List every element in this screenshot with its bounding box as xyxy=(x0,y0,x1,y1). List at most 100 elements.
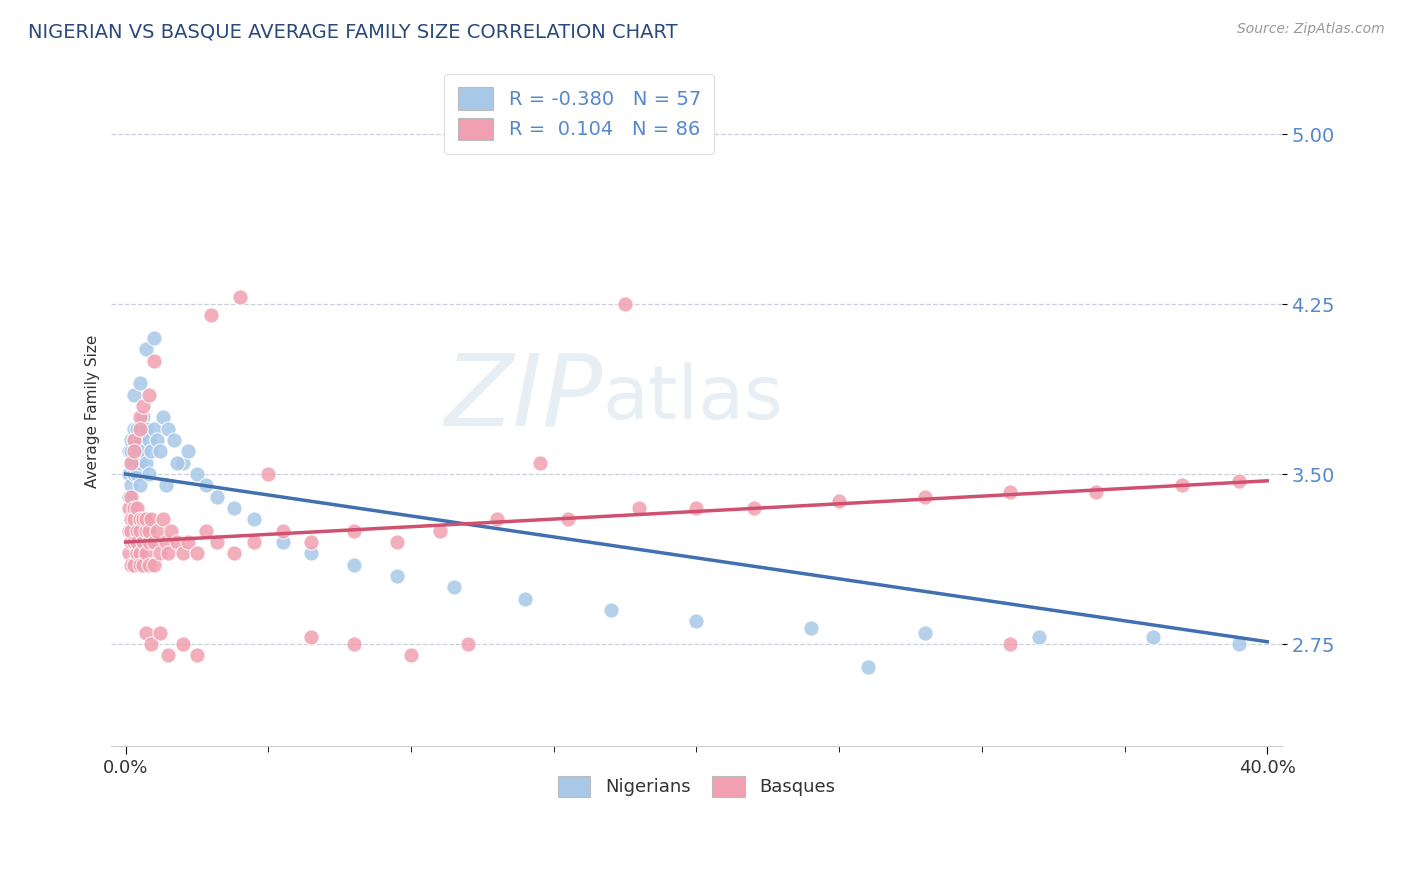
Point xyxy=(146,524,169,538)
Point xyxy=(129,524,152,538)
Point xyxy=(120,456,142,470)
Point xyxy=(129,558,152,572)
Point xyxy=(129,410,152,425)
Point xyxy=(385,569,408,583)
Point xyxy=(194,524,217,538)
Point xyxy=(120,535,142,549)
Point xyxy=(122,433,145,447)
Point xyxy=(135,422,157,436)
Point xyxy=(163,433,186,447)
Point xyxy=(224,501,246,516)
Point xyxy=(129,422,152,436)
Point xyxy=(129,546,152,560)
Point xyxy=(127,535,149,549)
Point xyxy=(828,494,851,508)
Point xyxy=(1000,485,1022,500)
Point xyxy=(127,422,149,436)
Point xyxy=(122,535,145,549)
Point xyxy=(177,535,200,549)
Point xyxy=(243,512,266,526)
Point xyxy=(1142,630,1164,644)
Legend: Nigerians, Basques: Nigerians, Basques xyxy=(551,769,842,804)
Text: NIGERIAN VS BASQUE AVERAGE FAMILY SIZE CORRELATION CHART: NIGERIAN VS BASQUE AVERAGE FAMILY SIZE C… xyxy=(28,22,678,41)
Point xyxy=(127,524,149,538)
Point xyxy=(457,637,479,651)
Point xyxy=(557,512,579,526)
Point xyxy=(129,433,152,447)
Point xyxy=(299,535,322,549)
Point xyxy=(1227,637,1250,651)
Point xyxy=(157,648,180,663)
Point xyxy=(132,410,155,425)
Point xyxy=(385,535,408,549)
Point xyxy=(129,456,152,470)
Point xyxy=(800,621,823,635)
Point xyxy=(132,512,155,526)
Point xyxy=(257,467,280,481)
Point xyxy=(138,388,160,402)
Point xyxy=(343,524,366,538)
Point xyxy=(149,546,172,560)
Point xyxy=(141,637,163,651)
Point xyxy=(120,478,142,492)
Point xyxy=(117,467,139,481)
Point xyxy=(152,512,174,526)
Point xyxy=(1000,637,1022,651)
Point xyxy=(166,456,188,470)
Point xyxy=(149,625,172,640)
Point xyxy=(138,558,160,572)
Point xyxy=(172,637,194,651)
Point xyxy=(132,558,155,572)
Point xyxy=(129,478,152,492)
Point xyxy=(146,433,169,447)
Point xyxy=(685,501,707,516)
Point xyxy=(135,512,157,526)
Point xyxy=(132,444,155,458)
Point xyxy=(138,524,160,538)
Point xyxy=(135,625,157,640)
Point xyxy=(1028,630,1050,644)
Point xyxy=(271,535,294,549)
Point xyxy=(1227,474,1250,488)
Point xyxy=(127,467,149,481)
Point xyxy=(160,524,183,538)
Point xyxy=(141,444,163,458)
Point xyxy=(117,546,139,560)
Point xyxy=(299,630,322,644)
Point xyxy=(127,546,149,560)
Point xyxy=(299,546,322,560)
Point xyxy=(186,467,208,481)
Point xyxy=(122,558,145,572)
Point xyxy=(122,433,145,447)
Point xyxy=(599,603,621,617)
Text: atlas: atlas xyxy=(603,362,785,434)
Point xyxy=(224,546,246,560)
Point xyxy=(143,353,166,368)
Point xyxy=(138,535,160,549)
Point xyxy=(1170,478,1192,492)
Point xyxy=(243,535,266,549)
Point xyxy=(120,512,142,526)
Point xyxy=(429,524,451,538)
Point xyxy=(485,512,508,526)
Point xyxy=(155,535,177,549)
Point xyxy=(343,637,366,651)
Point xyxy=(399,648,422,663)
Point xyxy=(205,535,228,549)
Point xyxy=(138,433,160,447)
Point xyxy=(157,546,180,560)
Point xyxy=(122,444,145,458)
Point xyxy=(122,512,145,526)
Text: Source: ZipAtlas.com: Source: ZipAtlas.com xyxy=(1237,22,1385,37)
Point xyxy=(515,591,537,606)
Point xyxy=(127,501,149,516)
Y-axis label: Average Family Size: Average Family Size xyxy=(86,335,100,489)
Point xyxy=(138,467,160,481)
Point xyxy=(194,478,217,492)
Point xyxy=(343,558,366,572)
Point xyxy=(443,580,465,594)
Point xyxy=(271,524,294,538)
Point xyxy=(200,309,222,323)
Point xyxy=(117,501,139,516)
Point xyxy=(120,490,142,504)
